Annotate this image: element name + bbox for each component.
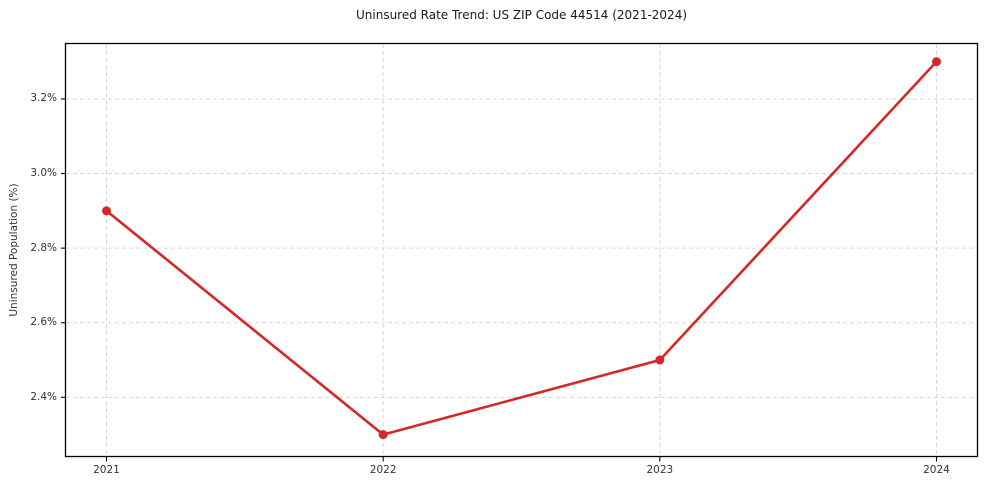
data-point-marker [655,355,665,365]
y-tick-label: 2.4% [30,390,57,403]
x-tick-label: 2022 [369,464,397,476]
y-tick-label: 3.0% [30,167,57,180]
x-tick-label: 2024 [923,464,950,476]
chart-title: Uninsured Rate Trend: US ZIP Code 44514 … [355,8,688,22]
y-tick-label: 2.6% [30,316,57,329]
data-point-marker [102,206,111,216]
y-tick-label: 2.8% [30,241,57,254]
trend-line [105,60,938,436]
plot-border [64,42,979,458]
data-point-marker [932,57,941,67]
x-tick-label: 2021 [93,464,120,476]
data-point-marker [378,430,388,440]
x-tick-label: 2023 [646,464,674,476]
y-tick-label: 3.2% [30,92,57,105]
